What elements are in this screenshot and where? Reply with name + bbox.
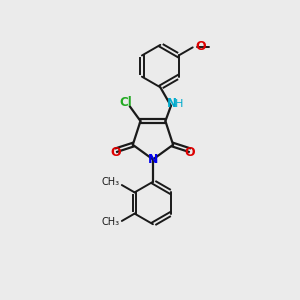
Text: O: O [184, 146, 195, 159]
Text: O: O [111, 146, 121, 159]
Text: Cl: Cl [120, 96, 133, 109]
Text: CH₃: CH₃ [101, 218, 119, 227]
Text: O: O [196, 40, 206, 53]
Text: N: N [167, 97, 176, 110]
Text: N: N [148, 153, 159, 166]
Text: -H: -H [171, 99, 184, 110]
Text: CH₃: CH₃ [101, 177, 119, 187]
